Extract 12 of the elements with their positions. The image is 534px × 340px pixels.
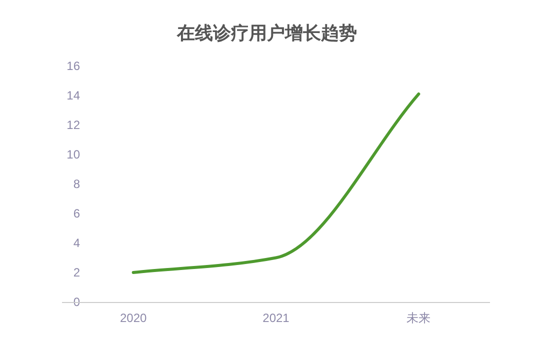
y-tick-label: 16 <box>66 59 80 73</box>
y-tick-label: 2 <box>73 266 80 280</box>
y-tick-label: 10 <box>66 148 80 162</box>
chart-title: 在线诊疗用户增长趋势 <box>176 23 357 43</box>
x-tick-label: 未来 <box>406 311 431 325</box>
y-tick-label: 14 <box>66 88 80 102</box>
y-tick-label: 8 <box>73 177 80 191</box>
y-tick-label: 6 <box>73 206 80 220</box>
x-tick-label: 2021 <box>262 311 290 325</box>
x-tick-label: 2020 <box>120 311 148 325</box>
y-tick-label: 4 <box>73 236 80 250</box>
y-tick-label: 12 <box>66 118 80 132</box>
